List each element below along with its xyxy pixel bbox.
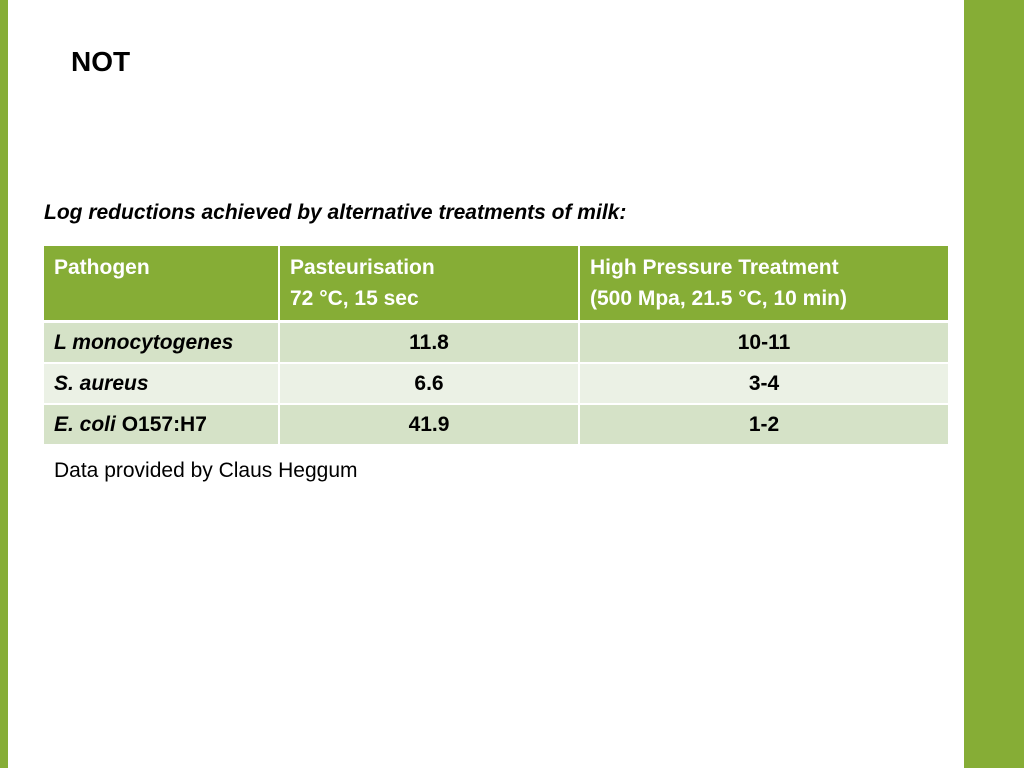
log-reduction-table: Pathogen Pasteurisation 72 °C, 15 sec Hi… (44, 246, 948, 446)
cell-high-pressure: 10-11 (579, 321, 948, 364)
left-accent-stripe (0, 0, 8, 768)
cell-high-pressure: 3-4 (579, 363, 948, 405)
header-pasteurisation-label: Pasteurisation (290, 256, 435, 279)
pathogen-name: E. coli (54, 413, 116, 436)
header-pasteurisation-conditions: 72 °C, 15 sec (290, 287, 419, 310)
data-credit: Data provided by Claus Heggum (54, 459, 358, 482)
pathogen-name: S. aureus (54, 372, 149, 395)
cell-pathogen: S. aureus (44, 363, 280, 405)
header-high-pressure: High Pressure Treatment (500 Mpa, 21.5 °… (579, 246, 948, 323)
table-header-row: Pathogen Pasteurisation 72 °C, 15 sec Hi… (44, 246, 948, 323)
cell-high-pressure: 1-2 (579, 404, 948, 446)
cell-pathogen: L monocytogenes (44, 321, 280, 364)
table-row: S. aureus 6.6 3-4 (44, 363, 948, 405)
cell-pasteurisation: 6.6 (279, 363, 580, 405)
cell-pasteurisation: 41.9 (279, 404, 580, 446)
table-caption: Log reductions achieved by alternative t… (44, 201, 627, 224)
right-accent-stripe (964, 0, 1024, 768)
slide-heading: NOT (71, 46, 131, 77)
cell-pathogen: E. coli O157:H7 (44, 404, 280, 446)
header-pasteurisation: Pasteurisation 72 °C, 15 sec (279, 246, 580, 323)
header-high-pressure-conditions: (500 Mpa, 21.5 °C, 10 min) (590, 287, 847, 310)
cut-off-title: q (70, 0, 91, 6)
header-high-pressure-label: High Pressure Treatment (590, 256, 839, 279)
cell-pasteurisation: 11.8 (279, 321, 580, 364)
pathogen-name: L monocytogenes (54, 331, 234, 354)
header-pathogen: Pathogen (44, 246, 280, 323)
header-pathogen-label: Pathogen (54, 256, 150, 279)
table-row: E. coli O157:H7 41.9 1-2 (44, 404, 948, 446)
table-row: L monocytogenes 11.8 10-11 (44, 321, 948, 364)
pathogen-strain: O157:H7 (115, 413, 207, 436)
